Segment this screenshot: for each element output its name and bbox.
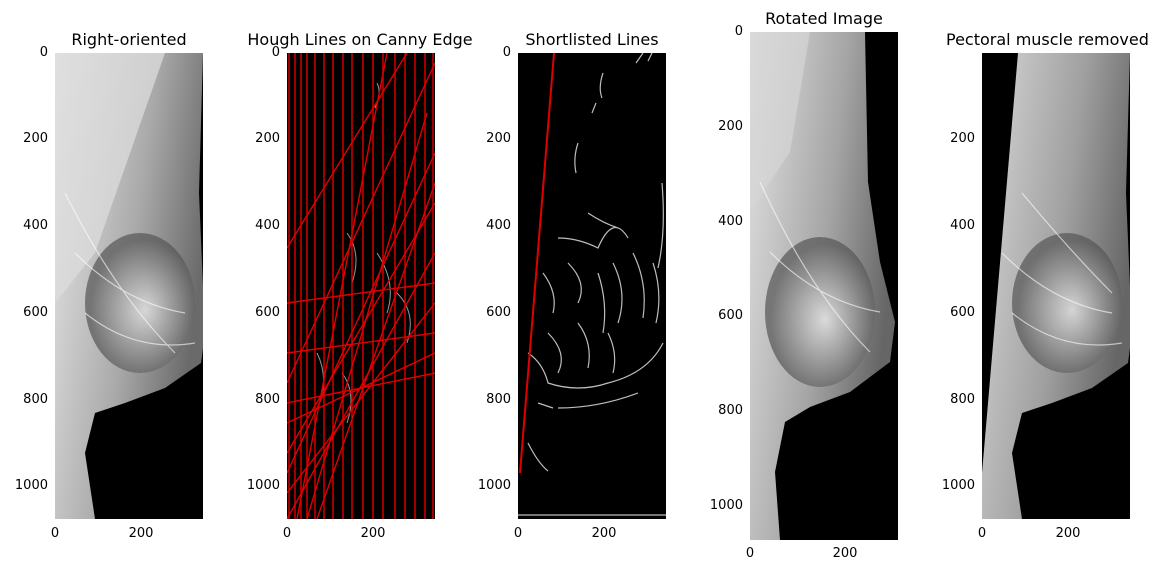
- y-tick: 0: [734, 24, 743, 39]
- x-tick: 0: [50, 526, 60, 541]
- y-tick: 600: [23, 305, 48, 320]
- x-tick: 200: [591, 526, 617, 541]
- y-tick: 800: [255, 392, 280, 407]
- y-tick: 1000: [477, 478, 511, 493]
- y-tick: 0: [271, 45, 280, 60]
- panel-title: Hough Lines on Canny Edge: [247, 30, 473, 49]
- image-frame: [982, 53, 1130, 519]
- image-frame: [750, 32, 898, 540]
- x-tick: 200: [1055, 526, 1081, 541]
- image-frame: [287, 53, 435, 519]
- panel-title: Shortlisted Lines: [525, 30, 659, 49]
- y-tick: 200: [23, 131, 48, 146]
- y-tick: 200: [950, 131, 975, 146]
- y-tick: 400: [23, 218, 48, 233]
- y-tick: 800: [718, 403, 743, 418]
- y-tick: 1000: [246, 478, 280, 493]
- y-tick: 200: [718, 119, 743, 134]
- y-tick: 600: [718, 308, 743, 323]
- x-tick: 200: [832, 546, 858, 561]
- x-tick: 0: [977, 526, 987, 541]
- image-frame: [518, 53, 666, 519]
- rotated-mammogram-image: [750, 32, 898, 540]
- x-tick: 200: [360, 526, 386, 541]
- shortlisted-lines-image: [518, 53, 666, 519]
- y-tick: 800: [950, 392, 975, 407]
- y-tick: 600: [950, 305, 975, 320]
- x-tick: 0: [282, 526, 292, 541]
- y-tick: 400: [486, 218, 511, 233]
- y-tick: 0: [39, 45, 48, 60]
- hough-lines-image: [287, 53, 435, 519]
- y-tick: 200: [486, 131, 511, 146]
- y-tick: 400: [950, 218, 975, 233]
- y-tick: 0: [502, 45, 511, 60]
- y-tick: 400: [255, 218, 280, 233]
- panel-title: Pectoral muscle removed: [946, 30, 1149, 49]
- y-tick: 1000: [941, 478, 975, 493]
- panel-title: Right-oriented: [71, 30, 187, 49]
- mammogram-image: [55, 53, 203, 519]
- y-tick: 600: [486, 305, 511, 320]
- x-tick: 0: [745, 546, 755, 561]
- y-tick: 400: [718, 214, 743, 229]
- x-tick: 0: [513, 526, 523, 541]
- y-tick: 600: [255, 305, 280, 320]
- y-tick: 800: [486, 392, 511, 407]
- y-tick: 200: [255, 131, 280, 146]
- panel-title: Rotated Image: [765, 9, 883, 28]
- x-tick: 200: [128, 526, 154, 541]
- y-tick: 1000: [14, 478, 48, 493]
- pectoral-removed-image: [982, 53, 1130, 519]
- image-frame: [55, 53, 203, 519]
- y-tick: 1000: [709, 498, 743, 513]
- y-tick: 800: [23, 392, 48, 407]
